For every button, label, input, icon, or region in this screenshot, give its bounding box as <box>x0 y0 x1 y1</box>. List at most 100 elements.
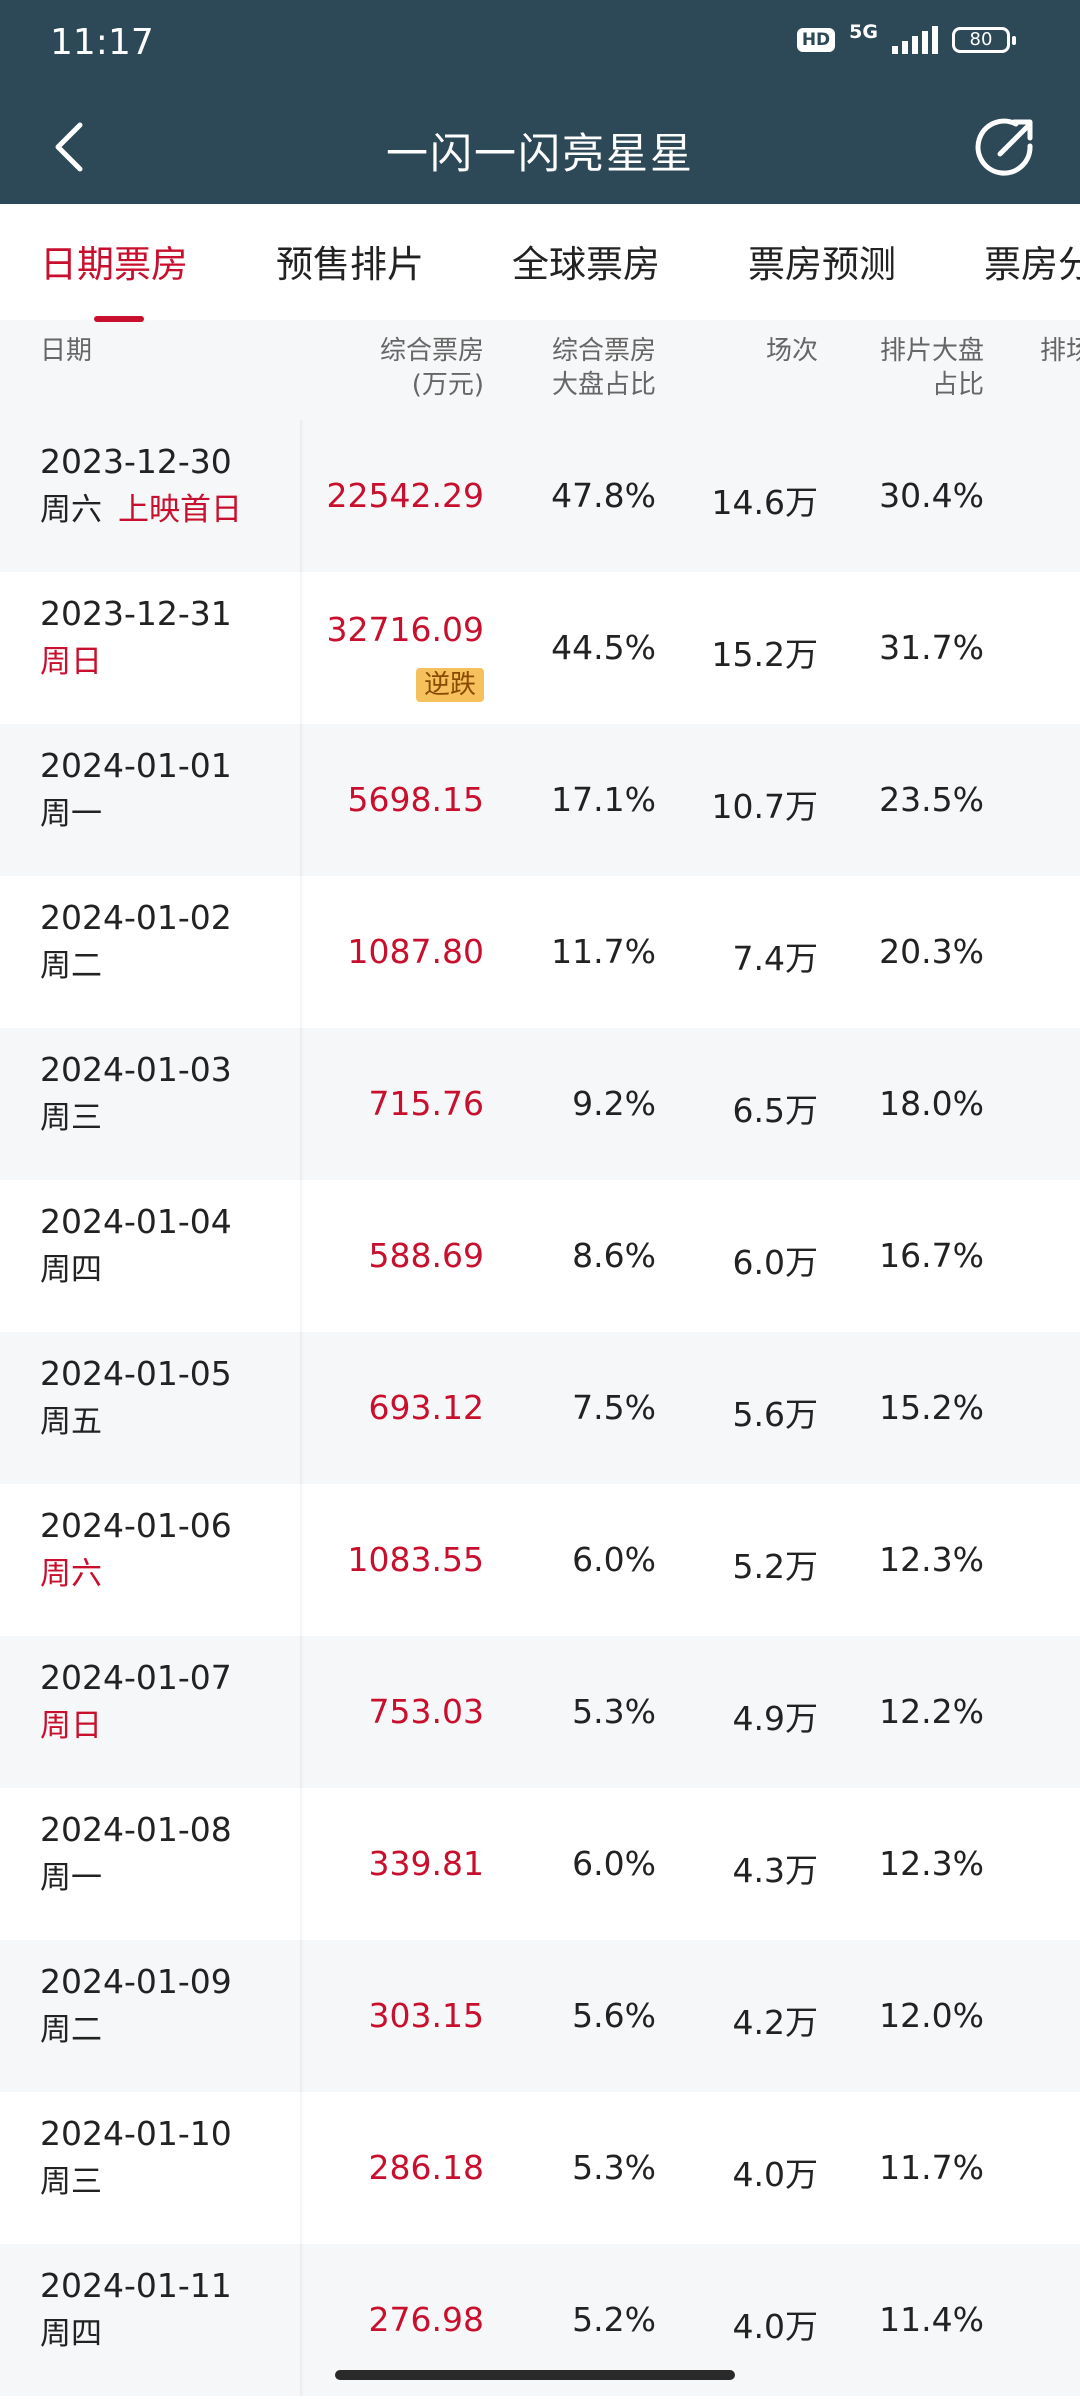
row-tag-badge: 逆跌 <box>415 668 484 702</box>
battery-icon: 80 <box>952 27 1016 53</box>
header-schedule: 排片大盘 占比 <box>880 334 984 402</box>
row-schedule: 31.7% <box>879 628 984 667</box>
row-weekday-label: 周日 <box>40 1708 102 1744</box>
row-share: 17.1% <box>551 780 656 819</box>
table-row[interactable]: 2024-01-05 周五 693.12 7.5% 5.6万 15.2% <box>0 1332 1080 1484</box>
row-share: 44.5% <box>551 628 656 667</box>
header-box-office: 综合票房 (万元) <box>380 334 484 402</box>
row-weekday-label: 周二 <box>40 2012 102 2048</box>
row-date: 2023-12-31 <box>40 594 232 633</box>
back-button[interactable] <box>40 115 104 179</box>
row-shows: 4.0万 <box>732 2155 818 2194</box>
row-schedule: 30.4% <box>879 476 984 515</box>
table-row[interactable]: 2024-01-02 周二 1087.80 11.7% 7.4万 20.3% <box>0 876 1080 1028</box>
row-weekday: 周三 <box>40 2156 102 2201</box>
row-weekday: 周一 <box>40 1852 102 1897</box>
row-shows: 4.3万 <box>732 1851 818 1890</box>
row-weekday: 周二 <box>40 2004 102 2049</box>
row-box-office: 715.76 <box>368 1084 484 1123</box>
row-box-office: 286.18 <box>368 2148 484 2187</box>
header-box-office-line1: 综合票房 <box>379 336 484 366</box>
header-shows: 场次 <box>765 336 818 366</box>
row-date: 2024-01-01 <box>40 746 232 785</box>
header-date: 日期 <box>40 336 93 366</box>
table-row[interactable]: 2024-01-09 周二 303.15 5.6% 4.2万 12.0% <box>0 1940 1080 2092</box>
table-header: 日期 综合票房 (万元) 综合票房 大盘占比 场次 排片大盘 占比 排场 <box>0 320 1080 420</box>
header-share-line2: 大盘占比 <box>551 370 656 400</box>
row-weekday-label: 周一 <box>40 1860 102 1896</box>
column-divider <box>300 876 304 1028</box>
row-share: 5.2% <box>572 2300 656 2339</box>
row-weekday-label: 周四 <box>40 2316 102 2352</box>
row-date: 2024-01-06 <box>40 1506 232 1545</box>
row-schedule: 18.0% <box>879 1084 984 1123</box>
active-tab-indicator <box>94 316 144 322</box>
table-row[interactable]: 2024-01-10 周三 286.18 5.3% 4.0万 11.7% <box>0 2092 1080 2244</box>
column-divider <box>300 2244 304 2396</box>
row-share: 9.2% <box>572 1084 656 1123</box>
row-weekday: 周二 <box>40 940 102 985</box>
row-schedule: 12.0% <box>879 1996 984 2035</box>
row-schedule: 15.2% <box>879 1388 984 1427</box>
row-date: 2024-01-08 <box>40 1810 232 1849</box>
tab-box-office-forecast[interactable]: 票房预测 <box>748 243 896 286</box>
tab-bar: 日期票房 预售排片 全球票房 票房预测 票房分 <box>0 204 1080 320</box>
home-indicator[interactable] <box>335 2370 735 2380</box>
row-shows: 10.7万 <box>711 787 818 826</box>
row-date: 2024-01-02 <box>40 898 232 937</box>
table-row[interactable]: 2023-12-30 周六 上映首日 22542.29 47.8% 14.6万 3… <box>0 420 1080 572</box>
table-row[interactable]: 2024-01-01 周一 5698.15 17.1% 10.7万 23.5% <box>0 724 1080 876</box>
row-box-office: 276.98 <box>368 2300 484 2339</box>
row-shows: 7.4万 <box>732 939 818 978</box>
tab-global-box-office[interactable]: 全球票房 <box>512 243 660 286</box>
column-divider <box>300 1028 304 1180</box>
share-button[interactable] <box>970 112 1040 182</box>
column-divider <box>300 1940 304 2092</box>
row-box-office: 5698.15 <box>347 780 484 819</box>
row-date: 2024-01-10 <box>40 2114 232 2153</box>
row-shows: 5.6万 <box>732 1395 818 1434</box>
table-row[interactable]: 2024-01-11 周四 276.98 5.2% 4.0万 11.4% <box>0 2244 1080 2396</box>
table-row[interactable]: 2024-01-06 周六 1083.55 6.0% 5.2万 12.3% <box>0 1484 1080 1636</box>
row-weekday: 周三 <box>40 1092 102 1137</box>
tab-box-office-analysis[interactable]: 票房分 <box>984 243 1080 286</box>
row-share: 5.3% <box>572 1692 656 1731</box>
row-share: 5.6% <box>572 1996 656 2035</box>
tab-daily-box-office[interactable]: 日期票房 <box>40 243 188 286</box>
header-box-office-line2: (万元) <box>411 370 484 400</box>
header-schedule-line1: 排片大盘 <box>879 336 984 366</box>
table-row[interactable]: 2024-01-08 周一 339.81 6.0% 4.3万 12.3% <box>0 1788 1080 1940</box>
row-shows: 5.2万 <box>732 1547 818 1586</box>
row-share: 5.3% <box>572 2148 656 2187</box>
header-schedule-line2: 占比 <box>931 370 984 400</box>
row-date: 2024-01-05 <box>40 1354 232 1393</box>
tab-presale-schedule[interactable]: 预售排片 <box>276 243 424 286</box>
row-schedule: 23.5% <box>879 780 984 819</box>
column-divider <box>300 1180 304 1332</box>
row-schedule: 12.3% <box>879 1540 984 1579</box>
row-weekday-label: 周三 <box>40 1100 102 1136</box>
row-weekday: 周五 <box>40 1396 102 1441</box>
row-weekday: 周六 上映首日 <box>40 484 242 529</box>
row-share: 6.0% <box>572 1844 656 1883</box>
row-weekday: 周一 <box>40 788 102 833</box>
header-extra: 排场 <box>1040 336 1080 366</box>
table-row[interactable]: 2024-01-07 周日 753.03 5.3% 4.9万 12.2% <box>0 1636 1080 1788</box>
row-box-office: 32716.09 <box>326 610 484 649</box>
table-row[interactable]: 2024-01-03 周三 715.76 9.2% 6.5万 18.0% <box>0 1028 1080 1180</box>
row-weekday-label: 周二 <box>40 948 102 984</box>
table-row[interactable]: 2023-12-31 周日 32716.09 逆跌 44.5% 15.2万 31… <box>0 572 1080 724</box>
status-icons: HD 5G 80 <box>796 21 1016 54</box>
row-date: 2024-01-11 <box>40 2266 232 2305</box>
status-time: 11:17 <box>50 22 154 63</box>
row-box-office: 303.15 <box>368 1996 484 2035</box>
column-divider <box>300 1788 304 1940</box>
row-shows: 14.6万 <box>711 483 818 522</box>
row-weekday-label: 周一 <box>40 796 102 832</box>
row-box-office: 339.81 <box>368 1844 484 1883</box>
row-share: 11.7% <box>551 932 656 971</box>
table-row[interactable]: 2024-01-04 周四 588.69 8.6% 6.0万 16.7% <box>0 1180 1080 1332</box>
row-weekday-label: 周日 <box>40 644 102 680</box>
network-type: 5G <box>849 21 878 43</box>
row-weekday-label: 周三 <box>40 2164 102 2200</box>
